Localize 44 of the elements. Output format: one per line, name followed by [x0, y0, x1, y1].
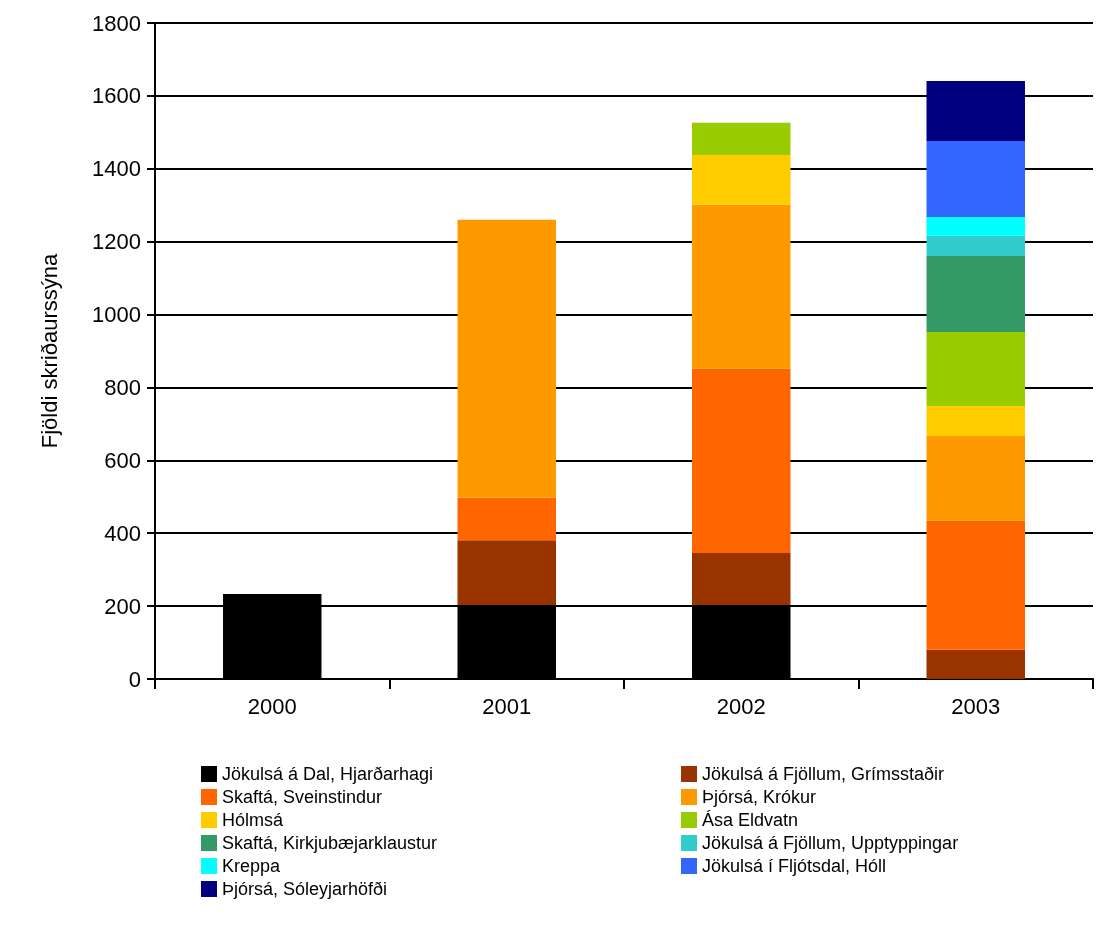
y-tick-label: 400	[104, 520, 141, 546]
legend-label: Ása Eldvatn	[702, 810, 799, 830]
x-tick-label: 2000	[247, 693, 297, 719]
x-tick-label: 2001	[482, 693, 532, 719]
legend-label: Jökulsá á Fjöllum, Grímsstaðir	[702, 764, 945, 784]
legend-label: Hólmsá	[222, 810, 284, 830]
bar	[926, 520, 1025, 650]
bar	[457, 540, 556, 606]
legend-label: Þjórsá, Krókur	[702, 787, 817, 807]
bar	[926, 80, 1025, 142]
bar	[926, 332, 1025, 407]
y-axis-title: Fjöldi skriðaurssýna	[36, 253, 62, 449]
y-tick-label: 200	[104, 593, 141, 619]
bar	[692, 122, 791, 155]
bar	[926, 406, 1025, 436]
y-tick-label: 1400	[92, 156, 141, 182]
bar	[692, 154, 791, 205]
y-tick-label: 1600	[92, 83, 141, 109]
y-tick-label: 1800	[92, 10, 141, 36]
legend-label: Jökulsá á Dal, Hjarðarhagi	[222, 764, 434, 784]
bar	[692, 204, 791, 369]
bar	[926, 649, 1025, 679]
bar	[926, 235, 1025, 256]
x-tick-label: 2003	[951, 693, 1001, 719]
legend-label: Kreppa	[222, 856, 282, 876]
bar	[457, 497, 556, 541]
legend-label: Skaftá, Sveinstindur	[222, 787, 383, 807]
y-tick-label: 0	[128, 666, 141, 692]
bar	[692, 552, 791, 606]
bar	[926, 255, 1025, 333]
legend-label: Skaftá, Kirkjubæjarklaustur	[222, 833, 438, 853]
y-tick-label: 600	[104, 447, 141, 473]
bar	[692, 368, 791, 553]
legend-label: Jökulsá á Fjöllum, Upptyppingar	[702, 833, 959, 853]
bar	[457, 219, 556, 498]
y-tick-label: 1000	[92, 302, 141, 328]
bar	[926, 435, 1025, 521]
y-tick-label: 1200	[92, 229, 141, 255]
x-tick-label: 2002	[716, 693, 766, 719]
y-tick-label: 800	[104, 374, 141, 400]
legend-label: Þjórsá, Sóleyjarhöfði	[222, 879, 388, 899]
bar	[926, 216, 1025, 236]
bar	[926, 141, 1025, 217]
legend-label: Jökulsá í Fljótsdal, Hóll	[702, 856, 887, 876]
